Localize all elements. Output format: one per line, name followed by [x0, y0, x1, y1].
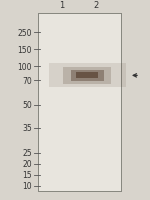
Text: 15: 15 [22, 171, 32, 179]
Text: 150: 150 [18, 46, 32, 54]
Text: 250: 250 [18, 29, 32, 37]
Bar [76, 73, 98, 79]
Bar [48, 64, 126, 88]
Text: 1: 1 [59, 1, 65, 10]
Text: 100: 100 [18, 63, 32, 71]
Text: 10: 10 [22, 182, 32, 190]
Text: 50: 50 [22, 101, 32, 109]
Bar [63, 68, 111, 84]
Text: 2: 2 [93, 1, 99, 10]
Text: 35: 35 [22, 124, 32, 132]
Text: 20: 20 [22, 160, 32, 168]
Bar [70, 71, 104, 81]
Text: 70: 70 [22, 77, 32, 85]
Text: 25: 25 [22, 149, 32, 157]
